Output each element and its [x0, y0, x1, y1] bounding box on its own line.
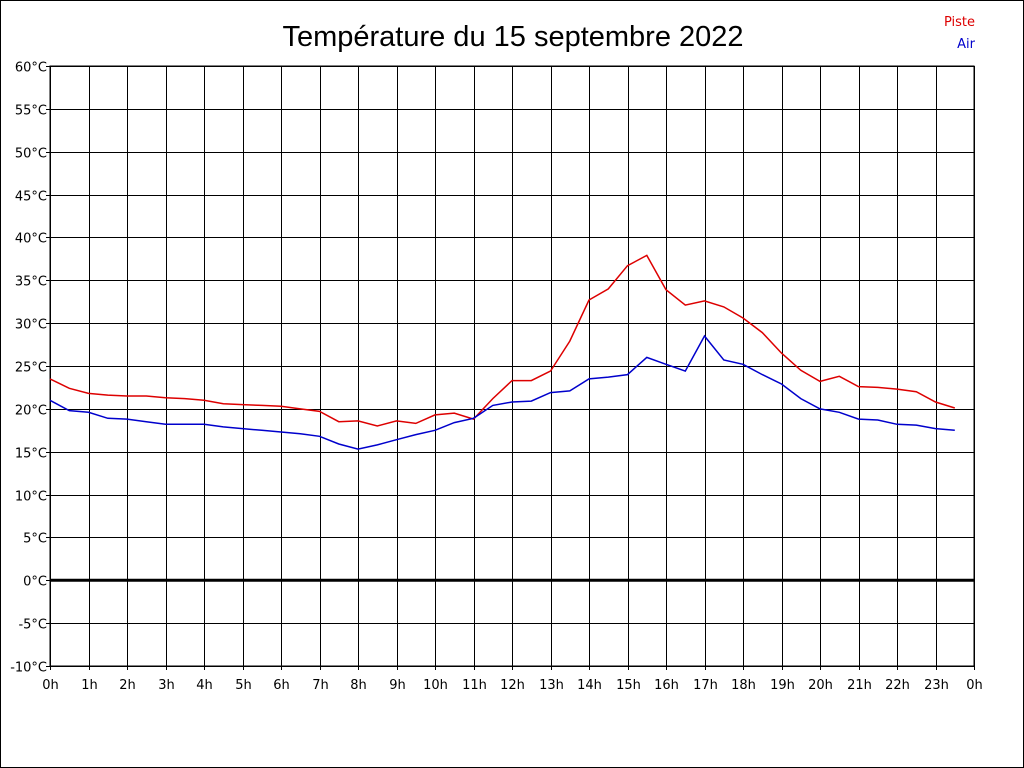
chart-title: Température du 15 septembre 2022 — [282, 21, 743, 53]
x-tick-label: 15h — [616, 678, 641, 693]
y-tick-label: 30°C — [15, 318, 47, 333]
x-tick-label: 10h — [423, 678, 448, 693]
x-tick-label: 8h — [350, 678, 367, 693]
y-tick-label: 5°C — [23, 532, 47, 547]
x-tick-label: 23h — [924, 678, 949, 693]
y-tick-label: 35°C — [15, 275, 47, 290]
x-tick-label: 9h — [389, 678, 406, 693]
x-tick-label: 21h — [847, 678, 872, 693]
x-tick-label: 2h — [119, 678, 136, 693]
y-tick-label: 60°C — [15, 61, 47, 76]
y-tick-label: 45°C — [15, 190, 47, 205]
x-tick-label: 1h — [81, 678, 98, 693]
series-lines — [49, 254, 956, 450]
x-tick-label: 0h — [966, 678, 983, 693]
y-axis-ticks: -10°C -5°C 0°C 5°C 10°C 15°C 20°C 25°C 30°C 35°C 4… — [10, 61, 47, 676]
x-tick-label: 13h — [539, 678, 564, 693]
x-tick-label: 22h — [885, 678, 910, 693]
x-axis-ticks: 0h 1h 2h 3h 4h 5h 6h 7h 8h 9h 10h 11h 12h 13h 14h 15h 16… — [42, 678, 983, 693]
x-tick-label: 0h — [42, 678, 59, 693]
y-tick-label: 20°C — [15, 404, 47, 419]
y-tick-label: -10°C — [10, 661, 47, 676]
y-tick-label: 40°C — [15, 232, 47, 247]
x-tick-label: 16h — [654, 678, 679, 693]
x-tick-label: 17h — [693, 678, 718, 693]
grid — [46, 65, 975, 670]
x-tick-label: 4h — [196, 678, 213, 693]
legend: Piste Air — [944, 15, 976, 52]
legend-entry-air: Air — [957, 37, 976, 52]
x-tick-label: 6h — [273, 678, 290, 693]
y-tick-label: 50°C — [15, 147, 47, 162]
y-tick-label: 15°C — [15, 447, 47, 462]
series-line-piste — [49, 254, 956, 427]
x-tick-label: 18h — [731, 678, 756, 693]
legend-entry-piste: Piste — [944, 15, 975, 30]
y-tick-label: 10°C — [15, 490, 47, 505]
x-tick-label: 14h — [577, 678, 602, 693]
y-tick-label: 55°C — [15, 104, 47, 119]
x-tick-label: 11h — [462, 678, 487, 693]
y-tick-label: 25°C — [15, 361, 47, 376]
x-tick-label: 20h — [808, 678, 833, 693]
x-tick-label: 7h — [312, 678, 329, 693]
x-tick-label: 5h — [235, 678, 252, 693]
x-tick-label: 19h — [770, 678, 795, 693]
x-tick-label: 3h — [158, 678, 175, 693]
y-tick-label: -5°C — [18, 618, 47, 633]
y-tick-label: 0°C — [23, 575, 47, 590]
x-tick-label: 12h — [500, 678, 525, 693]
series-line-air — [49, 334, 955, 450]
